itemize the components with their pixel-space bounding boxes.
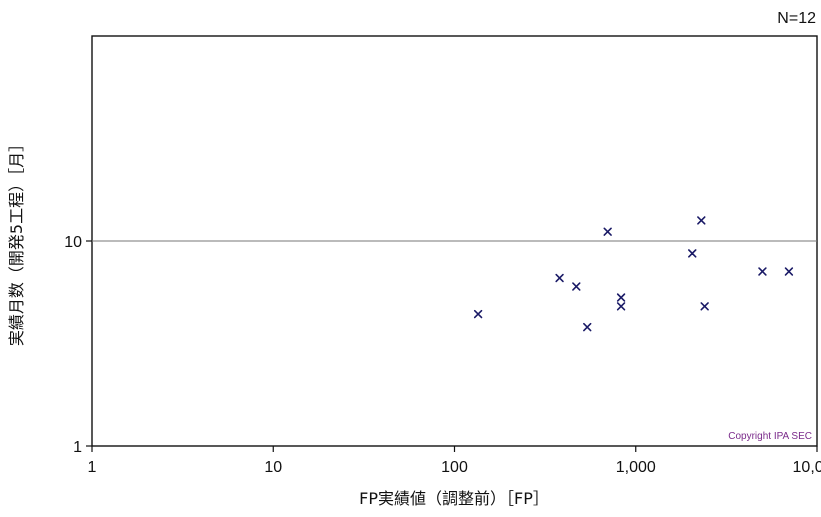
data-point	[473, 309, 483, 319]
x-tick-label: 1,000	[616, 459, 656, 476]
x-tick-label: 10,000	[793, 459, 821, 476]
x-tick-label: 100	[441, 459, 468, 476]
y-tick-labels: 1 10	[64, 234, 82, 456]
x-marker-icon	[784, 267, 794, 276]
data-point	[603, 227, 612, 236]
y-tick-label: 10	[64, 234, 82, 251]
x-marker-icon	[697, 216, 706, 225]
x-marker-icon	[603, 227, 612, 236]
y-tick-label: 1	[73, 439, 82, 456]
copyright-label: Copyright IPA SEC	[728, 431, 812, 442]
x-marker-icon	[583, 322, 592, 332]
data-point	[688, 249, 697, 258]
x-marker-icon	[555, 273, 564, 283]
data-point	[572, 282, 581, 291]
x-marker-icon	[616, 302, 626, 311]
y-axis-title: 実績月数（開発5工程）［月］	[7, 136, 26, 346]
sample-size-note: N=12	[777, 10, 816, 27]
x-marker-icon	[688, 249, 697, 258]
x-tick-labels: 1 10 100 1,000 10,000	[88, 459, 821, 476]
data-points	[473, 216, 794, 332]
data-point	[784, 267, 794, 276]
x-marker-icon	[616, 293, 626, 302]
data-point	[616, 293, 626, 302]
data-point	[697, 216, 706, 225]
data-point	[758, 267, 767, 276]
x-axis-title: FP実績値（調整前）［FP］	[359, 489, 549, 508]
x-tick-label: 10	[264, 459, 282, 476]
x-marker-icon	[758, 267, 767, 276]
x-marker-icon	[473, 309, 483, 319]
data-point	[583, 322, 592, 332]
x-marker-icon	[700, 302, 709, 311]
data-point	[616, 302, 626, 311]
x-tick-label: 1	[88, 459, 97, 476]
axis-ticks	[86, 240, 818, 452]
data-point	[555, 273, 564, 283]
data-point	[700, 302, 709, 311]
x-marker-icon	[572, 282, 581, 291]
